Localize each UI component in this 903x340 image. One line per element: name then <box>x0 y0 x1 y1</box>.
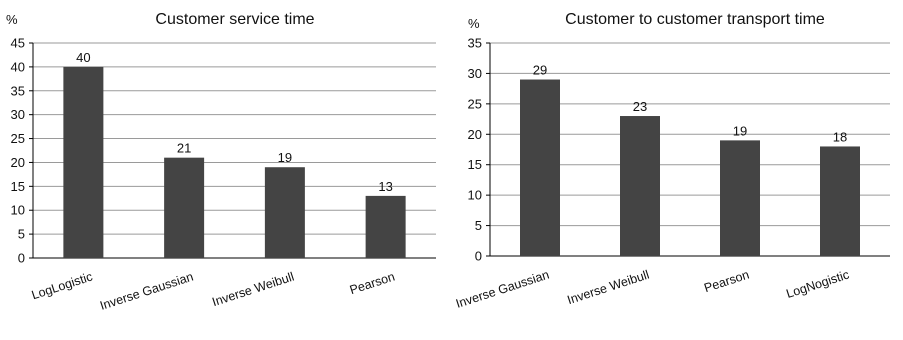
data-label: 18 <box>833 129 847 144</box>
data-label: 40 <box>76 50 90 65</box>
x-category-label: Inverse Weibull <box>210 270 295 310</box>
x-category-label: Inverse Gaussian <box>454 268 551 311</box>
data-label: 21 <box>177 141 191 156</box>
y-tick-label: 20 <box>11 155 25 170</box>
chart-title: Customer to customer transport time <box>565 11 825 28</box>
y-axis-label: % <box>6 12 18 27</box>
bar-3 <box>720 140 760 256</box>
x-category-label: Pearson <box>348 270 397 298</box>
data-label: 19 <box>733 123 747 138</box>
y-tick-label: 10 <box>468 188 482 203</box>
bar-4 <box>365 195 406 258</box>
bar-2 <box>620 116 660 257</box>
bar-1 <box>520 79 560 256</box>
y-tick-label: 5 <box>475 218 482 233</box>
data-label: 13 <box>378 179 392 194</box>
x-category-label: Inverse Gaussian <box>98 270 195 313</box>
y-tick-label: 35 <box>11 83 25 98</box>
x-category-label: Pearson <box>702 268 751 296</box>
chart-title: Customer service time <box>155 11 314 28</box>
y-tick-label: 25 <box>468 96 482 111</box>
bar-1 <box>63 66 104 258</box>
x-category-label: LogLogistic <box>30 270 94 303</box>
bar-3 <box>264 167 305 258</box>
y-tick-label: 15 <box>468 157 482 172</box>
bar-4 <box>820 146 860 256</box>
data-label: 29 <box>533 63 547 78</box>
y-tick-label: 40 <box>11 59 25 74</box>
y-tick-label: 30 <box>11 107 25 122</box>
y-tick-label: 45 <box>11 36 25 51</box>
bar-2 <box>164 157 205 258</box>
y-tick-label: 20 <box>468 127 482 142</box>
data-label: 19 <box>278 150 292 165</box>
y-tick-label: 0 <box>475 249 482 264</box>
y-tick-label: 15 <box>11 179 25 194</box>
x-category-label: LogNogistic <box>784 268 850 302</box>
y-tick-label: 35 <box>468 36 482 51</box>
y-tick-label: 10 <box>11 203 25 218</box>
y-tick-label: 30 <box>468 66 482 81</box>
data-label: 23 <box>633 99 647 114</box>
x-category-label: Inverse Weibull <box>566 268 651 308</box>
y-tick-label: 25 <box>11 131 25 146</box>
y-tick-label: 0 <box>18 251 25 266</box>
y-tick-label: 5 <box>18 227 25 242</box>
chart-2: Customer to customer transport time% 0 5 10… <box>454 11 890 311</box>
chart-1: Customer service time% 0 5 10 15 20 25 30 35 40 45… <box>6 11 436 313</box>
y-axis-label: % <box>468 16 480 31</box>
